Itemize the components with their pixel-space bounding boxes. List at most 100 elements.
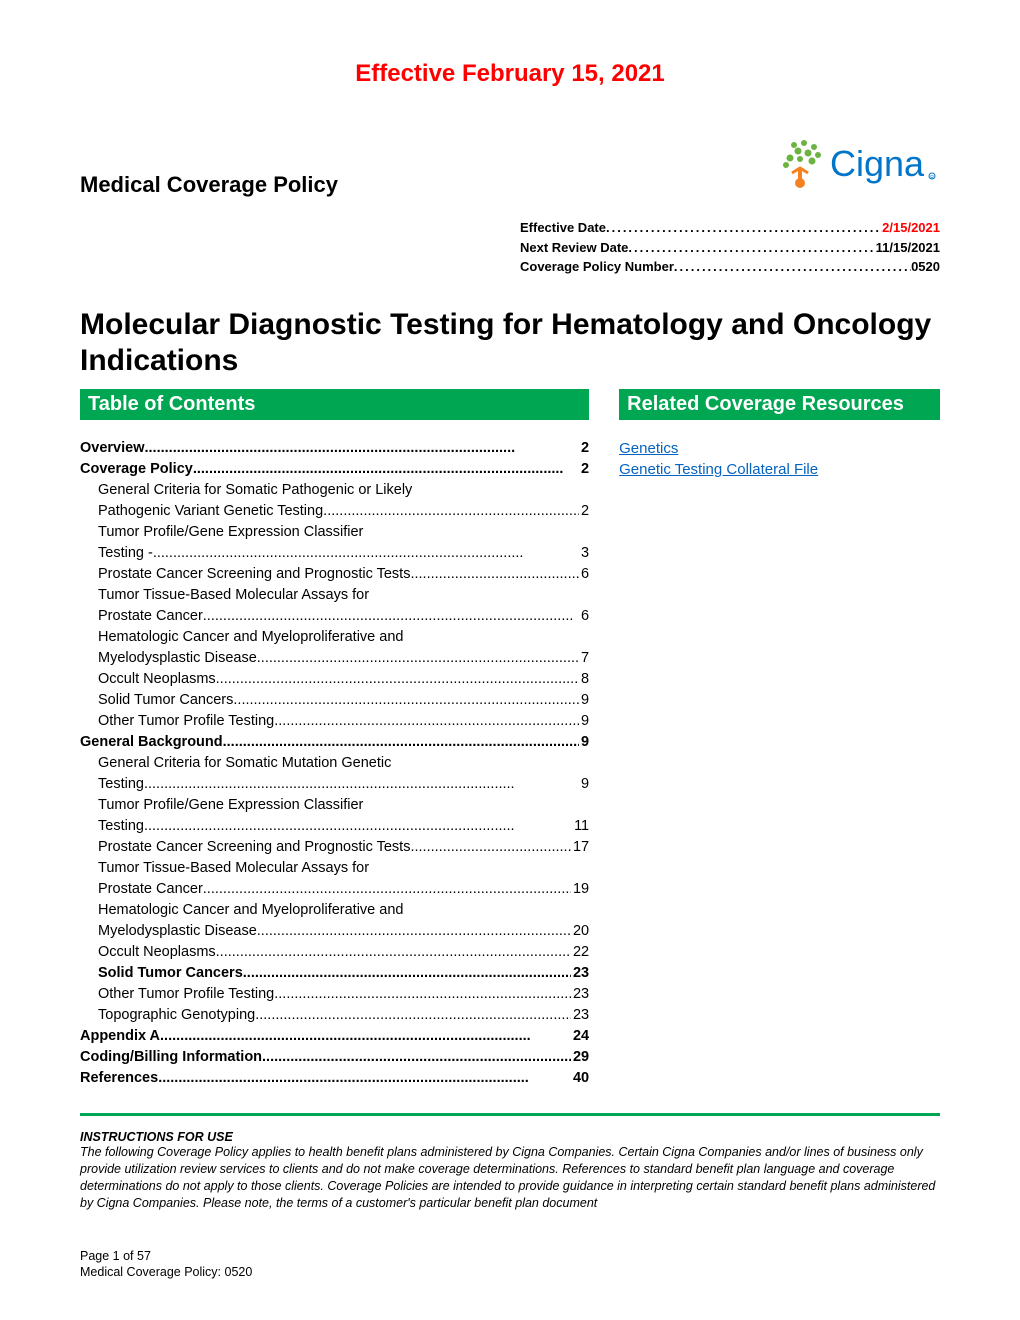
toc-entry[interactable]: General Criteria for Somatic Mutation Ge…: [80, 753, 589, 774]
toc-entry[interactable]: Testing 9: [80, 774, 589, 795]
table-of-contents: Overview2Coverage Policy2General Criteri…: [80, 438, 589, 1089]
toc-page: 6: [579, 564, 589, 585]
toc-label: Testing -: [98, 543, 153, 564]
toc-dots: [323, 501, 579, 522]
toc-entry[interactable]: Pathogenic Variant Genetic Testing 2: [80, 501, 589, 522]
toc-entry[interactable]: Testing -3: [80, 543, 589, 564]
toc-page: 2: [579, 438, 589, 459]
toc-label: Topographic Genotyping: [98, 1005, 255, 1026]
toc-label: Hematologic Cancer and Myeloproliferativ…: [98, 900, 403, 921]
toc-page: 29: [571, 1047, 589, 1068]
svg-text:R: R: [930, 175, 934, 181]
toc-entry[interactable]: Hematologic Cancer and Myeloproliferativ…: [80, 627, 589, 648]
toc-entry[interactable]: References40: [80, 1068, 589, 1089]
resource-link[interactable]: Genetic Testing Collateral File: [619, 459, 940, 480]
toc-page: 19: [571, 879, 589, 900]
toc-page: 2: [579, 459, 589, 480]
toc-dots: [255, 1005, 571, 1026]
toc-entry[interactable]: Tumor Profile/Gene Expression Classifier: [80, 795, 589, 816]
meta-dots: [674, 257, 911, 277]
toc-entry[interactable]: Overview 2: [80, 438, 589, 459]
toc-dots: [274, 984, 571, 1005]
toc-entry[interactable]: Coverage Policy2: [80, 459, 589, 480]
toc-dots: [144, 816, 572, 837]
toc-entry[interactable]: Occult Neoplasms 22: [80, 942, 589, 963]
toc-page: 23: [571, 984, 589, 1005]
page-footer: Page 1 of 57 Medical Coverage Policy: 05…: [80, 1248, 252, 1281]
meta-block: Effective Date 2/15/2021 Next Review Dat…: [520, 218, 940, 277]
toc-label: Myelodysplastic Disease: [98, 921, 257, 942]
content-columns: Table of Contents Overview2Coverage Poli…: [80, 389, 940, 1089]
toc-dots: [233, 690, 579, 711]
toc-page: 22: [571, 942, 589, 963]
toc-dots: [160, 1026, 571, 1047]
toc-dots: [410, 837, 571, 858]
toc-dots: [257, 921, 571, 942]
toc-dots: [274, 711, 579, 732]
toc-label: Tumor Tissue-Based Molecular Assays for: [98, 585, 369, 606]
toc-label: Coding/Billing Information: [80, 1047, 262, 1068]
toc-label: Pathogenic Variant Genetic Testing: [98, 501, 323, 522]
instructions-heading: INSTRUCTIONS FOR USE: [80, 1130, 940, 1144]
toc-entry[interactable]: Prostate Cancer6: [80, 606, 589, 627]
document-page: Effective February 15, 2021 Medical Cove…: [0, 0, 1020, 1320]
toc-entry[interactable]: Tumor Tissue-Based Molecular Assays for: [80, 858, 589, 879]
meta-value: 0520: [911, 257, 940, 277]
toc-page: 24: [571, 1026, 589, 1047]
main-title: Molecular Diagnostic Testing for Hematol…: [80, 307, 940, 379]
toc-entry[interactable]: Other Tumor Profile Testing23: [80, 984, 589, 1005]
toc-dots: [144, 774, 579, 795]
toc-dots: [158, 1068, 571, 1089]
toc-entry[interactable]: General Background 9: [80, 732, 589, 753]
toc-entry[interactable]: Other Tumor Profile Testing9: [80, 711, 589, 732]
resources-header-bar: Related Coverage Resources: [619, 389, 940, 420]
meta-value: 11/15/2021: [876, 238, 940, 258]
toc-label: Overview: [80, 438, 145, 459]
toc-page: 9: [579, 732, 589, 753]
cigna-logo: Cigna R: [760, 128, 940, 198]
toc-column: Table of Contents Overview2Coverage Poli…: [80, 389, 589, 1089]
resource-link[interactable]: Genetics: [619, 438, 940, 459]
toc-entry[interactable]: Coding/Billing Information 29: [80, 1047, 589, 1068]
toc-page: 7: [579, 648, 589, 669]
meta-dots: [606, 218, 882, 238]
toc-label: Prostate Cancer Screening and Prognostic…: [98, 837, 410, 858]
toc-label: General Background: [80, 732, 223, 753]
toc-entry[interactable]: Solid Tumor Cancers23: [80, 963, 589, 984]
resources-list: GeneticsGenetic Testing Collateral File: [619, 438, 940, 480]
toc-entry[interactable]: Topographic Genotyping23: [80, 1005, 589, 1026]
toc-page: 9: [579, 774, 589, 795]
instructions-body: The following Coverage Policy applies to…: [80, 1144, 940, 1212]
toc-entry[interactable]: Occult Neoplasms8: [80, 669, 589, 690]
toc-entry[interactable]: Appendix A24: [80, 1026, 589, 1047]
toc-entry[interactable]: Tumor Profile/Gene Expression Classifier: [80, 522, 589, 543]
toc-entry[interactable]: Tumor Tissue-Based Molecular Assays for: [80, 585, 589, 606]
toc-entry[interactable]: Solid Tumor Cancers9: [80, 690, 589, 711]
toc-page: 2: [579, 501, 589, 522]
toc-entry[interactable]: Myelodysplastic Disease20: [80, 921, 589, 942]
divider-green: [80, 1113, 940, 1116]
toc-entry[interactable]: Hematologic Cancer and Myeloproliferativ…: [80, 900, 589, 921]
toc-dots: [410, 564, 579, 585]
toc-entry[interactable]: Myelodysplastic Disease7: [80, 648, 589, 669]
toc-entry[interactable]: Testing 11: [80, 816, 589, 837]
toc-dots: [145, 438, 580, 459]
toc-page: 11: [572, 816, 589, 837]
toc-entry[interactable]: General Criteria for Somatic Pathogenic …: [80, 480, 589, 501]
toc-label: Testing: [98, 774, 144, 795]
meta-label: Effective Date: [520, 218, 606, 238]
toc-entry[interactable]: Prostate Cancer Screening and Prognostic…: [80, 837, 589, 858]
meta-dots: [628, 238, 875, 258]
toc-dots: [193, 459, 579, 480]
toc-entry[interactable]: Prostate Cancer Screening and Prognostic…: [80, 564, 589, 585]
toc-entry[interactable]: Prostate Cancer19: [80, 879, 589, 900]
toc-label: Occult Neoplasms: [98, 942, 216, 963]
toc-dots: [243, 963, 571, 984]
toc-label: Testing: [98, 816, 144, 837]
toc-dots: [153, 543, 579, 564]
toc-label: Solid Tumor Cancers: [98, 690, 233, 711]
header-row: Medical Coverage Policy: [80, 128, 940, 198]
meta-label: Coverage Policy Number: [520, 257, 674, 277]
toc-page: 8: [579, 669, 589, 690]
toc-dots: [223, 732, 579, 753]
